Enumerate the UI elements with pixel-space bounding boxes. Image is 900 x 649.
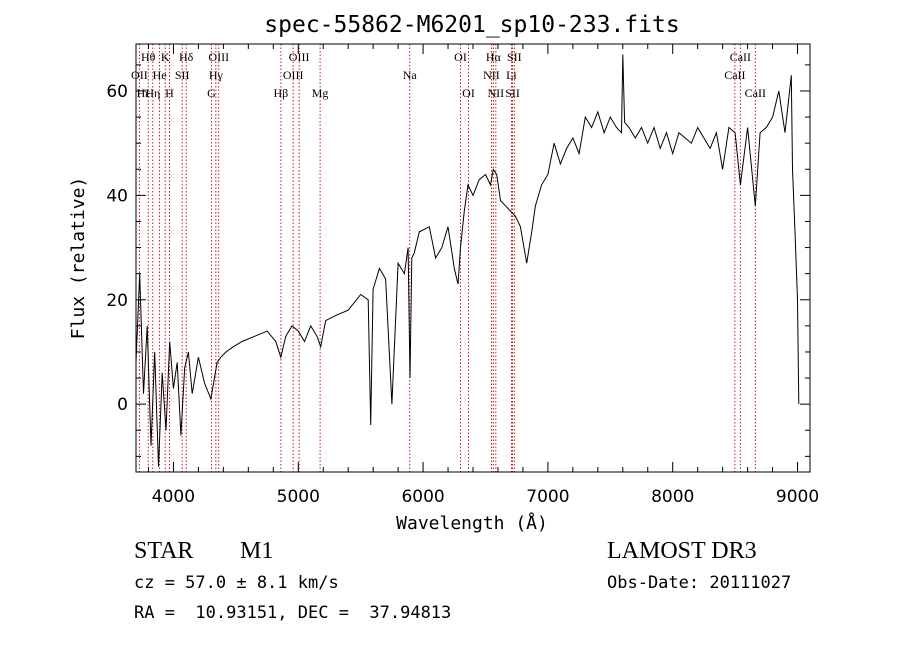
line-label: NII [488,86,505,100]
object-class: STAR [134,538,194,564]
line-label: Na [403,68,418,82]
x-axis-ticks: 4000 5000 6000 7000 8000 9000 [147,44,819,507]
spectrum-line [135,54,800,467]
line-label: Mg [312,86,329,100]
x-tick-label: 5000 [277,487,320,507]
line-label: OII [131,68,148,82]
line-label: Hα [486,50,502,64]
line-label: OIII [283,68,304,82]
line-label: Hγ [209,68,224,82]
line-label: OI [454,50,467,64]
y-tick-label: 40 [106,186,128,206]
line-label: Hθ [141,50,156,64]
chart-title: spec-55862-M6201_sp10-233.fits [264,12,679,38]
line-label: SII [505,86,520,100]
line-label: H [165,86,174,100]
line-label: NII [483,68,500,82]
x-tick-label: 9000 [776,487,819,507]
x-tick-label: 4000 [152,487,195,507]
x-tick-label: 8000 [651,487,694,507]
survey-name: LAMOST DR3 [607,538,757,564]
line-label: CaII [730,50,751,64]
redshift-cz: cz = 57.0 ± 8.1 km/s [134,573,339,593]
y-tick-label: 60 [106,82,128,102]
line-label: He [153,68,167,82]
line-label: Li [506,68,517,82]
x-tick-label: 6000 [401,487,444,507]
y-tick-label: 20 [106,291,128,311]
line-label: OIII [289,50,310,64]
plot-frame [135,43,811,473]
line-label: OI [462,86,475,100]
y-axis-ticks: 0 20 40 60 [106,64,810,457]
x-tick-label: 7000 [526,487,569,507]
line-label: Hη [145,86,160,100]
y-tick-label: 0 [117,395,128,415]
ra-dec-coordinates: RA = 10.93151, DEC = 37.94813 [134,603,452,623]
line-label: OIII [208,50,229,64]
line-label: CaII [724,68,745,82]
x-axis-label: Wavelength (Å) [396,512,548,534]
line-label: K [161,50,170,64]
line-label: SII [175,68,190,82]
line-label: SII [507,50,522,64]
object-subclass: M1 [240,538,274,564]
line-label: Hδ [179,50,194,64]
line-marker-labels: Hθ K Hδ OIII OIII OI Hα SII CaII OII He SII Hγ OIII Na… [131,50,766,100]
line-label: G [207,86,216,100]
y-axis-label: Flux (relative) [68,177,89,340]
line-label: Hβ [274,86,289,100]
observation-date: Obs-Date: 20111027 [607,573,792,593]
line-markers [138,44,756,472]
line-label: Hε [137,86,151,100]
spectrum-chart: spec-55862-M6201_sp10-233.fits Hθ K Hδ OIII… [68,12,819,534]
line-label: CaII [745,86,766,100]
